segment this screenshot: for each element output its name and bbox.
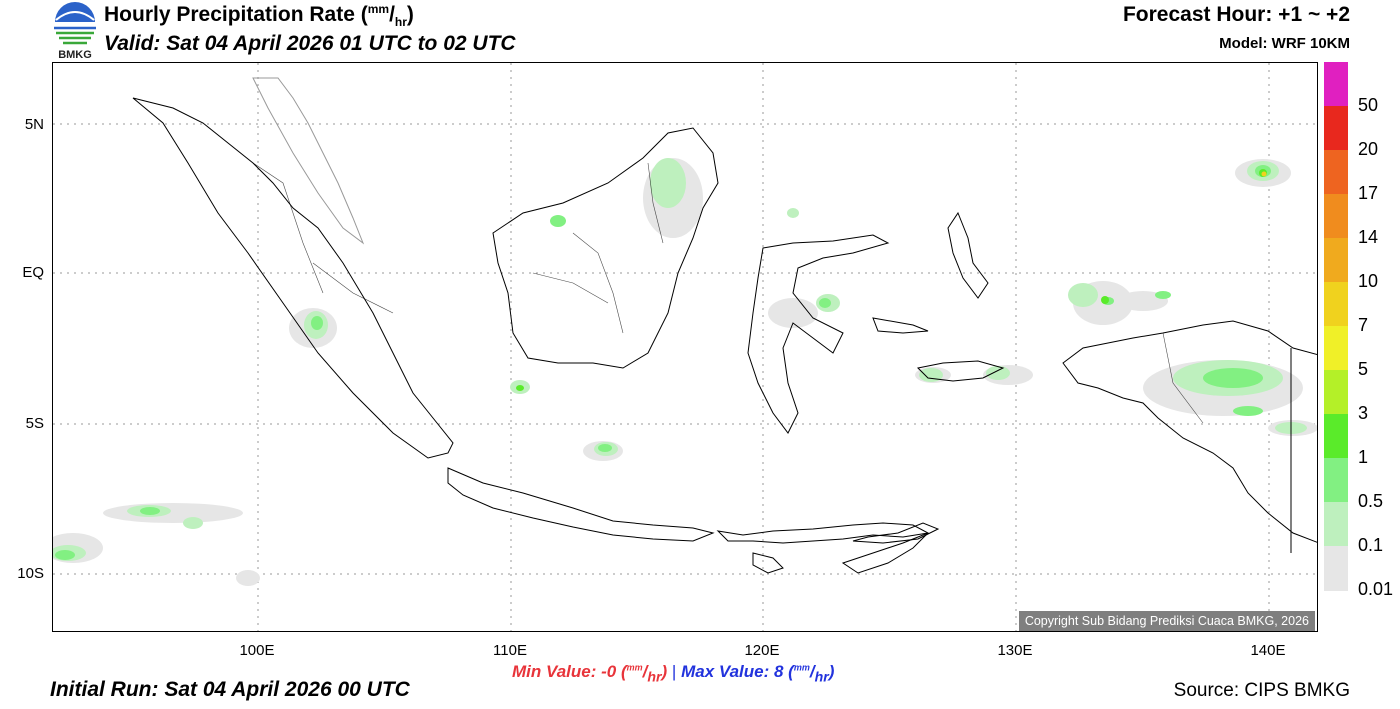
graticule (53, 63, 1317, 631)
lat-label-eq: EQ (22, 264, 44, 281)
legend-swatch (1324, 106, 1348, 151)
chart-title: Hourly Precipitation Rate (mm/hr) (104, 2, 414, 30)
lon-label-110e: 110E (493, 642, 527, 659)
legend-label: 17 (1358, 183, 1379, 203)
map-panel[interactable]: Copyright Sub Bidang Prediksi Cuaca BMKG… (52, 62, 1318, 632)
legend-swatch (1324, 458, 1348, 503)
precipitation-layer (53, 158, 1317, 586)
logo-text: BMKG (58, 49, 92, 60)
lat-label-10s: 10S (17, 565, 44, 582)
lon-label-140e: 140E (1250, 642, 1286, 659)
legend-label: 0.01 (1358, 579, 1394, 599)
min-value: Min Value: -0 (mm/hr) (512, 662, 668, 686)
legend-swatch (1324, 282, 1348, 327)
legend-label: 20 (1358, 139, 1379, 159)
source-credit: Source: CIPS BMKG (1173, 680, 1350, 701)
valid-time: Valid: Sat 04 April 2026 01 UTC to 02 UT… (104, 32, 516, 55)
map-canvas (53, 63, 1317, 631)
lat-label-5s: 5S (25, 415, 44, 432)
model-name: Model: WRF 10KM (1219, 35, 1350, 52)
legend-label: 7 (1358, 315, 1369, 335)
lon-label-120e: 120E (744, 642, 780, 659)
initial-run: Initial Run: Sat 04 April 2026 00 UTC (50, 678, 410, 701)
legend-label: 3 (1358, 403, 1369, 423)
max-value: Max Value: 8 (mm/hr) (681, 662, 835, 686)
legend-swatch (1324, 370, 1348, 415)
legend-label: 0.1 (1358, 535, 1384, 555)
legend-label: 50 (1358, 95, 1379, 115)
legend-colorbar (1324, 62, 1348, 591)
legend-label: 5 (1358, 359, 1369, 379)
lat-label-5n: 5N (24, 116, 44, 133)
legend-swatch (1324, 414, 1348, 459)
legend-label: 0.5 (1358, 491, 1384, 511)
admin-boundaries (252, 162, 1204, 424)
min-max-separator: | (671, 662, 677, 681)
legend-label: 1 (1358, 447, 1369, 467)
legend-swatch (1324, 62, 1348, 107)
legend-label: 14 (1358, 227, 1379, 247)
copyright-notice: Copyright Sub Bidang Prediksi Cuaca BMKG… (1018, 611, 1315, 631)
legend-swatch (1324, 238, 1348, 283)
forecast-hour: Forecast Hour: +1 ~ +2 (1122, 3, 1350, 26)
legend-swatch (1324, 546, 1348, 591)
legend-label: 10 (1358, 271, 1379, 291)
bmkg-logo: BMKG (54, 2, 96, 60)
lon-label-100e: 100E (239, 642, 275, 659)
legend-swatch (1324, 150, 1348, 195)
legend-swatch (1324, 194, 1348, 239)
legend-swatch (1324, 326, 1348, 371)
min-max-values: Min Value: -0 (mm/hr) | Max Value: 8 (mm… (512, 662, 834, 685)
legend-swatch (1324, 502, 1348, 547)
lon-label-130e: 130E (997, 642, 1033, 659)
